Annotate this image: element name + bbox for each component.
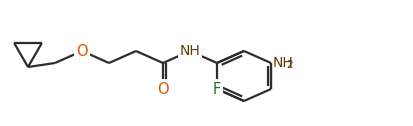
Text: NH: NH bbox=[273, 56, 294, 70]
Text: F: F bbox=[213, 82, 221, 97]
Text: 2: 2 bbox=[286, 59, 293, 70]
Text: O: O bbox=[157, 82, 169, 97]
Text: NH: NH bbox=[180, 44, 200, 58]
Text: O: O bbox=[76, 43, 88, 58]
